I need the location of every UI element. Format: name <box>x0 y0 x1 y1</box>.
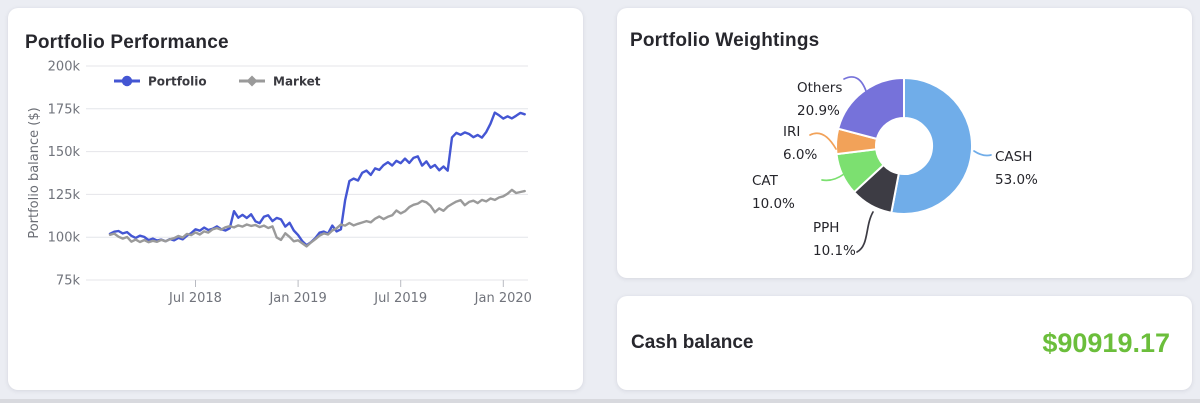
series-line-portfolio[interactable] <box>108 111 526 247</box>
donut-leader-line-iri <box>809 132 837 150</box>
donut-slice-others[interactable] <box>837 77 905 140</box>
donut-label-others: Others <box>797 80 842 96</box>
y-tick-label: 100k <box>48 231 81 246</box>
cash-balance-label: Cash balance <box>631 332 754 353</box>
weightings-title: Portfolio Weightings <box>630 30 820 51</box>
x-tick-label: Jan 2020 <box>474 291 532 306</box>
legend-label: Portfolio <box>148 75 207 89</box>
cash-balance-amount: $90919.17 <box>1042 327 1170 358</box>
window-bottom-edge <box>0 399 1200 403</box>
donut-label-cash: CASH <box>995 149 1032 165</box>
cash-balance-card: Cash balance $90919.17 <box>617 296 1192 390</box>
y-tick-label: 150k <box>48 145 81 160</box>
weightings-donut-chart[interactable]: CASH 53.0% PPH 10.1% CAT 10.0% IRI 6.0% Others 20… <box>617 8 1192 278</box>
donut-pct-iri: 6.0% <box>783 147 817 163</box>
y-axis-title: Portfolio balance ($) <box>27 107 42 238</box>
performance-title: Portfolio Performance <box>25 32 229 53</box>
x-tick-label: Jul 2019 <box>373 291 427 306</box>
legend-circle-marker-icon <box>121 75 133 87</box>
donut-pct-cash: 53.0% <box>995 172 1038 188</box>
donut-label-pph: PPH <box>813 220 839 236</box>
legend-diamond-marker-icon <box>246 75 258 87</box>
donut-pct-others: 20.9% <box>797 103 840 119</box>
donut-pct-pph: 10.1% <box>813 243 856 259</box>
legend-label: Market <box>273 75 321 89</box>
donut-leader-line-pph <box>856 211 874 253</box>
y-tick-label: 200k <box>48 60 81 75</box>
performance-line-chart[interactable]: 75k 100k 125k 150k 175k 200k Jul 2018 Jan 2019 J… <box>18 48 578 324</box>
x-tick-label: Jul 2018 <box>168 291 222 306</box>
donut-slice-cash[interactable] <box>890 77 973 215</box>
donut-pct-cat: 10.0% <box>752 196 795 212</box>
donut-label-cat: CAT <box>752 173 779 189</box>
y-tick-label: 175k <box>48 102 81 117</box>
legend-item-portfolio[interactable]: Portfolio <box>114 75 207 89</box>
series-line-market[interactable] <box>108 188 526 248</box>
portfolio-weightings-card: CASH 53.0% PPH 10.1% CAT 10.0% IRI 6.0% Others 20… <box>617 8 1192 278</box>
legend-item-market[interactable]: Market <box>239 75 321 89</box>
donut-leader-line-cat <box>821 173 845 182</box>
donut-leader-line-others <box>843 76 868 95</box>
x-tick-label: Jan 2019 <box>268 291 326 306</box>
donut-label-iri: IRI <box>783 124 800 140</box>
y-tick-label: 75k <box>56 274 81 289</box>
y-tick-label: 125k <box>48 188 81 203</box>
portfolio-performance-card: Portfolio Performance 75k 100k 125k 150k 175… <box>8 8 583 390</box>
donut-leader-line-cash <box>973 150 992 157</box>
